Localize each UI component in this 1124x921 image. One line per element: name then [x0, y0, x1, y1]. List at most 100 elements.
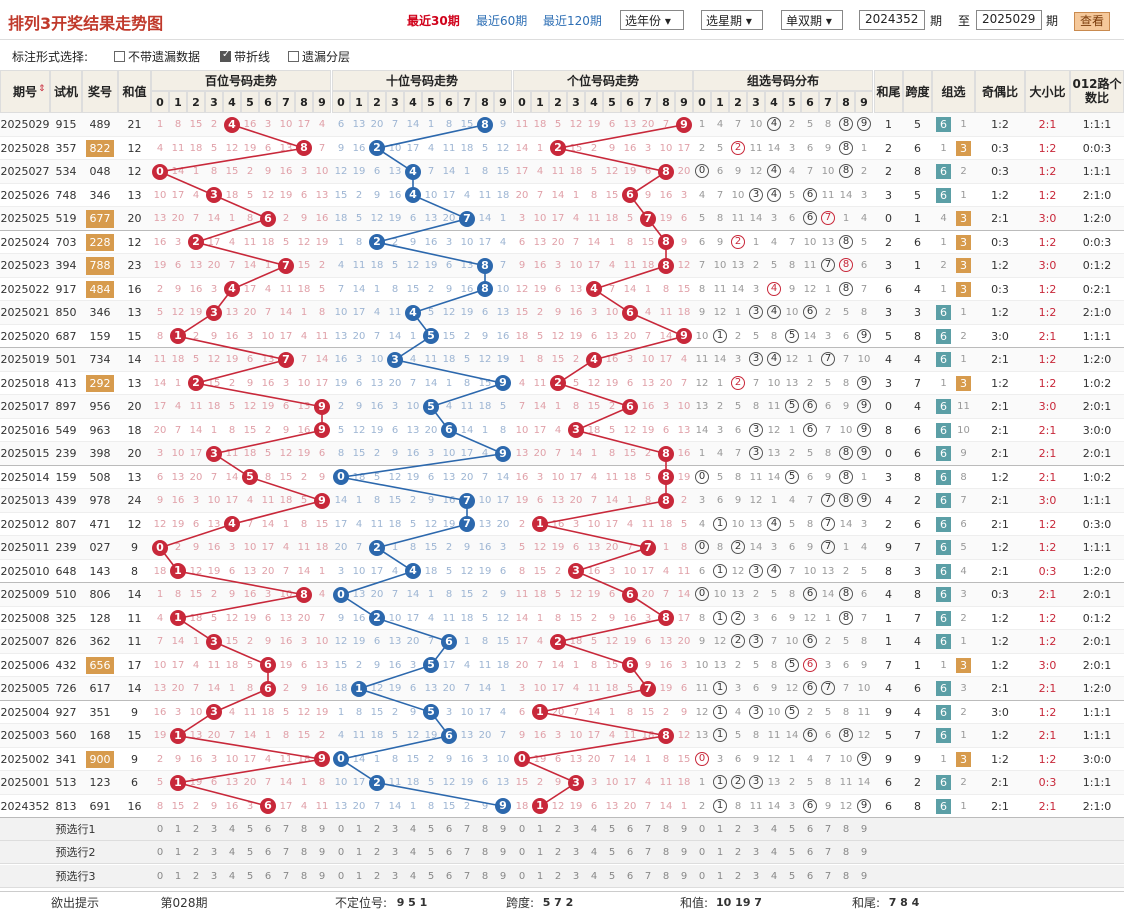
preselect-digit[interactable]: 2 — [734, 824, 742, 835]
preselect-digit[interactable]: 6 — [806, 870, 814, 882]
preselect-digit[interactable]: 8 — [481, 870, 489, 882]
preselect-digit[interactable]: 6 — [626, 824, 634, 835]
preselect-digit[interactable]: 7 — [644, 870, 652, 882]
preselect-digit[interactable]: 4 — [590, 824, 598, 835]
preselect-digit[interactable]: 0 — [518, 870, 526, 882]
preselect-digit[interactable]: 6 — [445, 870, 453, 882]
preselect-digit[interactable]: 9 — [680, 870, 688, 882]
preselect-digit[interactable]: 4 — [770, 847, 778, 859]
preselect-digit[interactable]: 0 — [156, 847, 164, 859]
preselect-digit[interactable]: 2 — [554, 847, 562, 859]
tab-recent-60[interactable]: 最近60期 — [476, 14, 528, 28]
weekday-select[interactable]: 选星期 ▾ — [701, 10, 763, 30]
preselect-digit[interactable]: 3 — [210, 824, 218, 835]
opt-no-miss[interactable]: 不带遗漏数据 — [114, 48, 200, 65]
query-button[interactable]: 查看 — [1074, 12, 1110, 31]
preselect-digit[interactable]: 9 — [860, 847, 868, 859]
preselect-digit[interactable]: 0 — [698, 870, 706, 882]
preselect-digit[interactable]: 2 — [734, 870, 742, 882]
preselect-digit[interactable]: 1 — [355, 824, 363, 835]
preselect-digit[interactable]: 2 — [192, 870, 200, 882]
preselect-digit[interactable]: 3 — [572, 870, 580, 882]
preselect-digit[interactable]: 5 — [788, 847, 796, 859]
preselect-digit[interactable]: 4 — [228, 824, 236, 835]
preselect-digit[interactable]: 5 — [246, 824, 254, 835]
preselect-digit[interactable]: 2 — [192, 824, 200, 835]
preselect-digit[interactable]: 4 — [590, 870, 598, 882]
preselect-digit[interactable]: 4 — [770, 824, 778, 835]
preselect-digit[interactable]: 2 — [554, 870, 562, 882]
preselect-digit[interactable]: 6 — [264, 870, 272, 882]
year-select[interactable]: 选年份 ▾ — [620, 10, 684, 30]
range-to-input[interactable]: 2025029 — [976, 10, 1042, 30]
preselect-digit[interactable]: 6 — [445, 824, 453, 835]
preselect-digit[interactable]: 9 — [680, 847, 688, 859]
preselect-digit[interactable]: 4 — [409, 824, 417, 835]
preselect-digit[interactable]: 7 — [644, 824, 652, 835]
preselect-digit[interactable]: 8 — [300, 824, 308, 835]
preselect-digit[interactable]: 0 — [698, 847, 706, 859]
preselect-digit[interactable]: 4 — [228, 847, 236, 859]
preselect-digit[interactable]: 0 — [156, 870, 164, 882]
preselect-digit[interactable]: 6 — [806, 824, 814, 835]
opt-line[interactable]: 带折线 — [220, 48, 270, 65]
preselect-digit[interactable]: 5 — [608, 847, 616, 859]
preselect-digit[interactable]: 8 — [662, 824, 670, 835]
preselect-digit[interactable]: 7 — [282, 847, 290, 859]
preselect-digit[interactable]: 1 — [536, 870, 544, 882]
preselect-digit[interactable]: 2 — [192, 847, 200, 859]
tab-recent-120[interactable]: 最近120期 — [543, 14, 602, 28]
preselect-digit[interactable]: 8 — [481, 847, 489, 859]
preselect-digit[interactable]: 3 — [391, 824, 399, 835]
preselect-digit[interactable]: 2 — [373, 824, 381, 835]
preselect-digit[interactable]: 0 — [337, 870, 345, 882]
preselect-digit[interactable]: 7 — [463, 824, 471, 835]
preselect-digit[interactable]: 9 — [318, 870, 326, 882]
preselect-digit[interactable]: 3 — [572, 824, 580, 835]
tab-recent-30[interactable]: 最近30期 — [407, 14, 460, 28]
preselect-digit[interactable]: 0 — [698, 824, 706, 835]
preselect-digit[interactable]: 3 — [391, 870, 399, 882]
preselect-digit[interactable]: 2 — [734, 847, 742, 859]
preselect-digit[interactable]: 4 — [228, 870, 236, 882]
preselect-digit[interactable]: 8 — [842, 824, 850, 835]
checkbox-no-miss[interactable] — [114, 51, 125, 62]
preselect-digit[interactable]: 3 — [572, 847, 580, 859]
preselect-digit[interactable]: 5 — [608, 824, 616, 835]
preselect-digit[interactable]: 5 — [427, 847, 435, 859]
preselect-digit[interactable]: 1 — [716, 847, 724, 859]
checkbox-layer[interactable] — [288, 51, 299, 62]
preselect-digit[interactable]: 3 — [210, 847, 218, 859]
opt-layer[interactable]: 遗漏分层 — [288, 48, 350, 65]
preselect-digit[interactable]: 6 — [264, 824, 272, 835]
preselect-digit[interactable]: 2 — [373, 870, 381, 882]
preselect-digit[interactable]: 1 — [355, 847, 363, 859]
preselect-digit[interactable]: 8 — [481, 824, 489, 835]
preselect-digit[interactable]: 0 — [337, 824, 345, 835]
preselect-digit[interactable]: 7 — [282, 824, 290, 835]
preselect-digit[interactable]: 7 — [824, 870, 832, 882]
preselect-digit[interactable]: 7 — [644, 847, 652, 859]
preselect-digit[interactable]: 7 — [824, 824, 832, 835]
preselect-digit[interactable]: 0 — [518, 824, 526, 835]
preselect-digit[interactable]: 8 — [842, 847, 850, 859]
preselect-digit[interactable]: 7 — [463, 847, 471, 859]
preselect-digit[interactable]: 5 — [246, 870, 254, 882]
parity-select[interactable]: 单双期 ▾ — [781, 10, 843, 30]
preselect-digit[interactable]: 0 — [156, 824, 164, 835]
preselect-digit[interactable]: 5 — [788, 824, 796, 835]
preselect-digit[interactable]: 4 — [409, 847, 417, 859]
preselect-digit[interactable]: 2 — [554, 824, 562, 835]
preselect-digit[interactable]: 3 — [210, 870, 218, 882]
preselect-digit[interactable]: 1 — [536, 847, 544, 859]
preselect-digit[interactable]: 9 — [499, 870, 507, 882]
preselect-digit[interactable]: 9 — [499, 824, 507, 835]
preselect-digit[interactable]: 1 — [355, 870, 363, 882]
preselect-digit[interactable]: 8 — [662, 870, 670, 882]
preselect-digit[interactable]: 8 — [300, 870, 308, 882]
preselect-digit[interactable]: 4 — [409, 870, 417, 882]
preselect-digit[interactable]: 6 — [626, 870, 634, 882]
preselect-digit[interactable]: 7 — [463, 870, 471, 882]
preselect-digit[interactable]: 7 — [282, 870, 290, 882]
preselect-digit[interactable]: 5 — [788, 870, 796, 882]
